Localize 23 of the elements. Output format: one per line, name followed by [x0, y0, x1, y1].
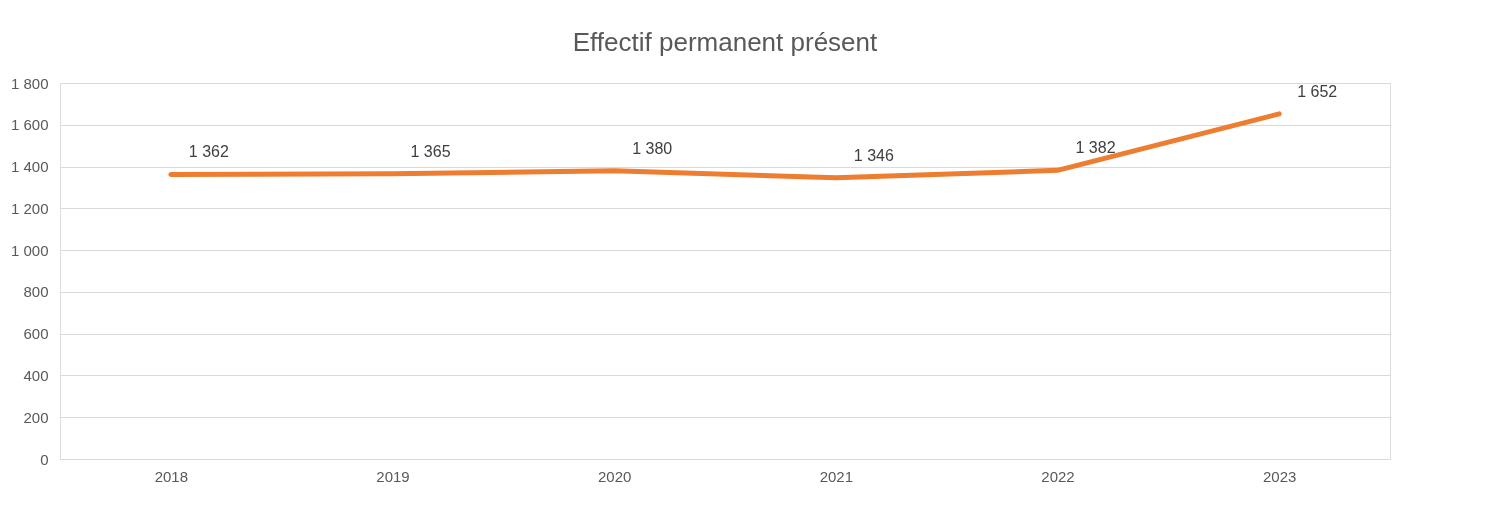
y-tick-label: 800 [23, 283, 49, 301]
x-tick-label: 2020 [597, 467, 632, 485]
data-label: 1 365 [410, 142, 451, 160]
data-label: 1 346 [853, 146, 894, 164]
y-tick-label: 600 [23, 325, 49, 343]
y-tick-label: 1 000 [10, 241, 49, 259]
x-tick-label: 2019 [376, 467, 410, 485]
data-label: 1 652 [1297, 82, 1338, 100]
y-tick-label: 1 200 [10, 199, 49, 217]
x-tick-label: 2021 [819, 467, 854, 485]
x-tick-label: 2023 [1262, 467, 1297, 485]
y-tick-label: 0 [40, 450, 49, 468]
x-tick-label: 2018 [154, 467, 189, 485]
data-label: 1 382 [1075, 139, 1116, 157]
data-label: 1 380 [632, 139, 673, 157]
data-label: 1 362 [188, 143, 229, 161]
y-tick-label: 1 400 [10, 158, 49, 176]
x-tick-label: 2022 [1041, 467, 1075, 485]
y-tick-label: 400 [23, 366, 49, 384]
chart-title: Effectif permanent présent [572, 27, 879, 57]
y-tick-label: 1 600 [10, 116, 49, 134]
y-tick-label: 200 [23, 408, 49, 426]
y-tick-label: 1 800 [10, 74, 49, 92]
